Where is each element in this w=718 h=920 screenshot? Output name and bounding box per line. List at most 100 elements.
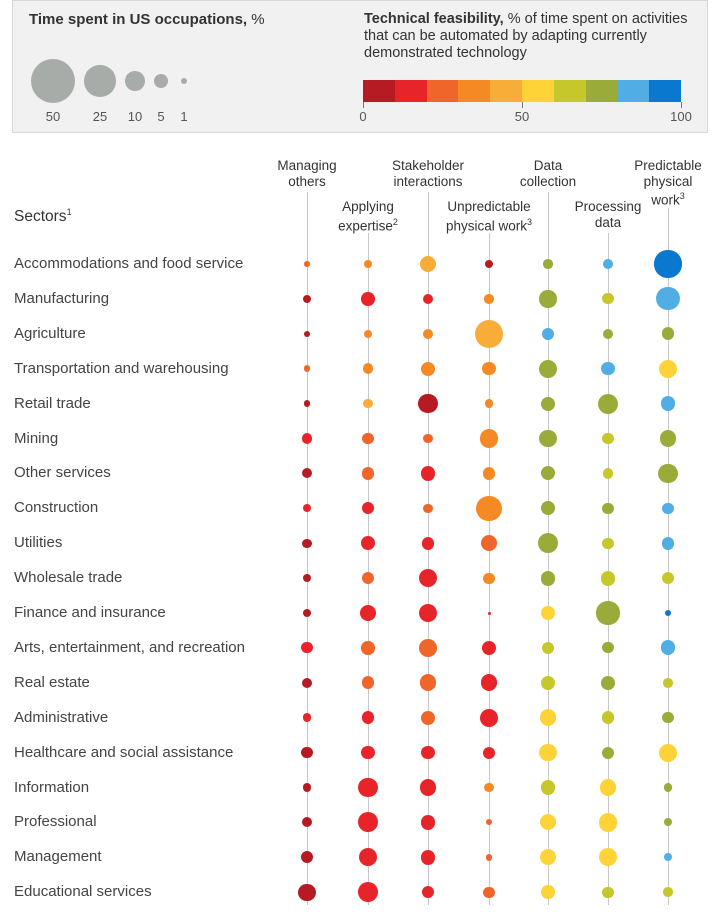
bubble <box>602 886 614 898</box>
column-guide-line <box>608 233 609 905</box>
colorbar-segment <box>363 80 395 102</box>
bubble <box>662 712 674 724</box>
bubble <box>658 463 678 483</box>
bubble <box>538 533 558 554</box>
bubble <box>662 502 674 514</box>
bubble <box>541 641 555 655</box>
feasibility-colorbar <box>363 80 681 102</box>
size-legend-bubble <box>84 65 116 97</box>
bubble <box>303 330 311 337</box>
bubble <box>602 746 614 759</box>
feasibility-legend-title: Technical feasibility, % of time spent o… <box>364 11 694 62</box>
bubble <box>602 432 614 445</box>
bubble <box>602 293 614 305</box>
bubble <box>301 817 313 828</box>
bubble <box>418 603 438 623</box>
bubble <box>602 642 614 654</box>
bubble <box>484 259 494 269</box>
bubble <box>358 848 378 867</box>
bubble <box>420 849 436 865</box>
column-header: Applying expertise2 <box>338 199 398 234</box>
bubble <box>480 535 498 552</box>
bubble <box>540 466 556 481</box>
bubble <box>303 365 311 372</box>
bubble <box>602 502 614 514</box>
bubble <box>540 396 556 411</box>
bubble <box>362 502 374 515</box>
bubble <box>660 640 676 656</box>
bubble <box>483 572 495 584</box>
colorbar-tick <box>363 102 364 108</box>
bubble <box>602 258 614 270</box>
colorbar-segment <box>649 80 681 102</box>
colorbar-tick-label: 50 <box>514 109 530 124</box>
sector-label: Agriculture <box>14 324 86 342</box>
bubble <box>361 467 375 480</box>
bubble <box>601 361 615 376</box>
bubble <box>303 400 311 407</box>
colorbar-segment <box>458 80 491 102</box>
sector-label: Accommodations and food service <box>14 255 244 272</box>
bubble <box>663 783 673 792</box>
bubble <box>540 501 556 516</box>
column-header-line: Applying <box>342 199 394 214</box>
sector-label: Utilities <box>14 534 63 552</box>
bubble <box>663 818 673 827</box>
column-guide-line <box>368 233 369 905</box>
bubble <box>656 287 680 311</box>
bubble <box>659 430 677 447</box>
sector-label: Professional <box>14 813 97 831</box>
bubble <box>661 327 675 341</box>
column-header-footnote: 3 <box>527 216 533 227</box>
bubble <box>540 605 556 621</box>
bubble <box>361 676 375 690</box>
bubble <box>363 398 373 409</box>
sector-label: Management <box>14 848 102 866</box>
sector-label: Administrative <box>14 708 109 726</box>
bubble <box>361 571 375 585</box>
column-header-line: work3 <box>651 191 685 208</box>
colorbar-segment <box>490 80 522 102</box>
bubble <box>301 642 313 654</box>
bubble <box>361 292 375 306</box>
column-header-line: Stakeholder <box>391 158 465 173</box>
bubble <box>602 468 614 479</box>
colorbar-segment <box>553 80 586 102</box>
sector-label: Other services <box>14 464 111 482</box>
sector-label: Healthcare and social assistance <box>14 743 234 761</box>
bubble <box>302 783 312 792</box>
bubble <box>419 779 437 796</box>
bubble <box>540 570 556 586</box>
column-header: Processing data <box>575 199 642 230</box>
bubble <box>660 396 676 412</box>
bubble <box>476 495 502 522</box>
bubble <box>659 359 677 378</box>
bubble <box>358 777 378 798</box>
bubble <box>601 711 615 725</box>
colorbar-segment <box>585 80 618 102</box>
size-legend-label: 25 <box>92 109 108 124</box>
bubble <box>361 641 375 655</box>
bubble <box>421 745 435 760</box>
colorbar-segment <box>617 80 650 102</box>
sectors-title: Sectors1 <box>14 207 72 226</box>
sectors-title-text: Sectors <box>14 208 67 226</box>
bubble <box>358 882 378 903</box>
bubble <box>419 255 437 273</box>
bubble <box>420 814 436 830</box>
bubble <box>661 571 675 585</box>
size-legend-label: 10 <box>127 109 143 124</box>
bubble <box>298 883 316 901</box>
bubble <box>420 361 436 376</box>
sector-label: Finance and insurance <box>14 604 166 621</box>
column-guide-line <box>489 233 490 905</box>
sector-label: Construction <box>14 499 99 517</box>
column-header: Data collection <box>520 158 576 189</box>
column-header: Stakeholder interactions <box>392 158 464 189</box>
column-header-line: interactions <box>393 173 463 189</box>
bubble <box>362 363 374 374</box>
column-header-line: others <box>288 173 326 189</box>
feasibility-legend-title-rest: % of time spent on activities that can b… <box>364 11 688 61</box>
bubble <box>663 887 673 897</box>
